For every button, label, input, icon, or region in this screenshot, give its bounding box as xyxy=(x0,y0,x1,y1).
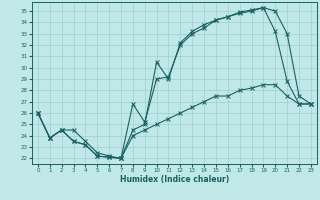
X-axis label: Humidex (Indice chaleur): Humidex (Indice chaleur) xyxy=(120,175,229,184)
